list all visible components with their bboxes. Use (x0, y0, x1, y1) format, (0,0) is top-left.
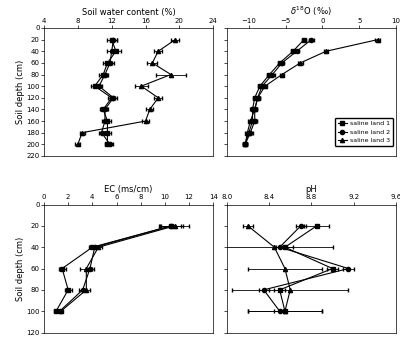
Y-axis label: Soil depth (cm): Soil depth (cm) (16, 60, 25, 124)
X-axis label: Soil water content (%): Soil water content (%) (82, 8, 176, 17)
X-axis label: pH: pH (306, 184, 317, 194)
X-axis label: $\delta^{18}$O (‰): $\delta^{18}$O (‰) (290, 5, 332, 18)
X-axis label: EC (ms/cm): EC (ms/cm) (104, 184, 153, 194)
Legend: saline land 1, saline land 2, saline land 3: saline land 1, saline land 2, saline lan… (335, 118, 393, 146)
Y-axis label: Soil depth (cm): Soil depth (cm) (16, 236, 25, 301)
